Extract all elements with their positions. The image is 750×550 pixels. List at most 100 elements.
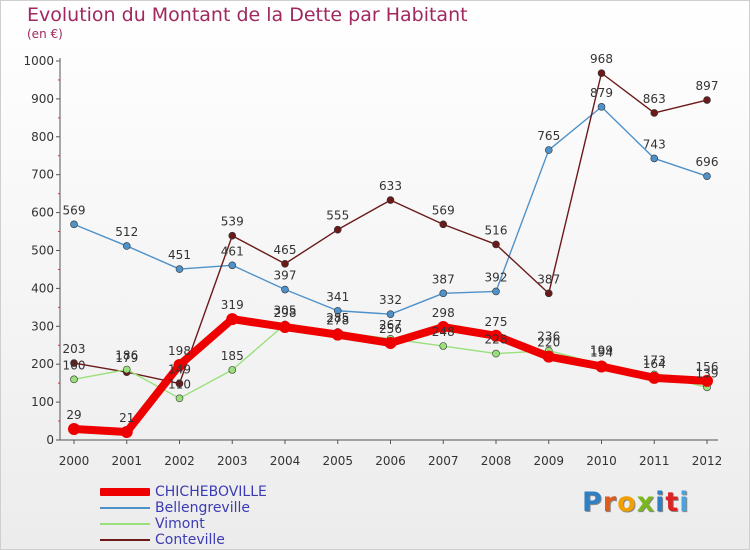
data-point-conteville bbox=[439, 220, 448, 229]
data-label-vimont: 228 bbox=[485, 333, 508, 347]
data-point-conteville bbox=[333, 225, 342, 234]
y-tick-label: 200 bbox=[31, 357, 54, 371]
data-point-chicheboville bbox=[331, 328, 344, 341]
legend-swatch-chicheboville bbox=[100, 488, 150, 496]
y-tick-label: 800 bbox=[31, 130, 54, 144]
x-tick-label: 2010 bbox=[586, 454, 617, 468]
data-point-bellengreville bbox=[597, 103, 606, 111]
chart-subtitle: (en €) bbox=[27, 27, 63, 41]
y-tick-label: 400 bbox=[31, 281, 54, 295]
data-point-conteville bbox=[492, 240, 500, 249]
data-point-vimont bbox=[175, 394, 184, 403]
series-line-bellengreville bbox=[73, 106, 708, 315]
y-tick-label: 1000 bbox=[23, 54, 54, 68]
x-tick-label: 2002 bbox=[164, 454, 195, 468]
data-label-bellengreville: 332 bbox=[379, 293, 402, 307]
data-point-vimont bbox=[439, 342, 448, 350]
data-label-chicheboville: 156 bbox=[696, 360, 719, 374]
x-tick-label: 2011 bbox=[639, 454, 670, 468]
x-tick-label: 2005 bbox=[322, 454, 353, 468]
data-point-bellengreville bbox=[122, 242, 131, 250]
data-point-bellengreville bbox=[70, 220, 78, 229]
legend-swatch-conteville bbox=[100, 539, 150, 541]
data-label-conteville: 387 bbox=[537, 272, 560, 286]
data-label-bellengreville: 879 bbox=[590, 86, 613, 100]
data-label-conteville: 863 bbox=[643, 92, 666, 106]
data-label-bellengreville: 397 bbox=[274, 269, 297, 283]
data-point-bellengreville bbox=[386, 310, 395, 318]
x-tick-label: 2003 bbox=[217, 454, 248, 468]
data-point-conteville bbox=[70, 359, 78, 367]
data-label-vimont: 186 bbox=[115, 349, 138, 363]
data-label-conteville: 569 bbox=[432, 203, 455, 217]
data-label-conteville: 897 bbox=[696, 79, 719, 93]
data-point-bellengreville bbox=[281, 285, 289, 294]
data-point-bellengreville bbox=[544, 146, 553, 154]
data-label-vimont: 248 bbox=[432, 325, 455, 339]
legend-swatch-bellengreville bbox=[100, 507, 150, 509]
data-label-chicheboville: 164 bbox=[643, 357, 666, 371]
data-point-conteville bbox=[281, 259, 289, 268]
data-point-chicheboville bbox=[542, 350, 555, 363]
data-point-conteville bbox=[650, 109, 659, 117]
data-label-bellengreville: 696 bbox=[696, 155, 719, 169]
data-label-chicheboville: 256 bbox=[379, 322, 402, 336]
data-point-vimont bbox=[228, 366, 237, 374]
data-label-chicheboville: 319 bbox=[221, 298, 244, 312]
data-point-chicheboville bbox=[701, 374, 713, 387]
y-tick-label: 0 bbox=[46, 433, 54, 447]
data-point-chicheboville bbox=[68, 423, 80, 436]
x-tick-label: 2000 bbox=[59, 454, 90, 468]
data-label-chicheboville: 194 bbox=[590, 345, 613, 359]
data-point-conteville bbox=[175, 379, 184, 388]
data-point-vimont bbox=[492, 349, 500, 358]
data-label-conteville: 179 bbox=[115, 351, 138, 365]
chart-axes: 0 100 200 300 400 500 600 700 800 900 1000 2000 2001… bbox=[23, 54, 722, 468]
data-label-conteville: 968 bbox=[590, 52, 613, 66]
data-point-chicheboville bbox=[173, 358, 186, 371]
legend-label-conteville: Conteville bbox=[155, 532, 225, 548]
data-label-chicheboville: 198 bbox=[168, 344, 191, 358]
data-label-vimont: 199 bbox=[590, 344, 613, 358]
data-label-vimont: 110 bbox=[168, 377, 191, 391]
data-point-bellengreville bbox=[228, 261, 237, 270]
data-label-conteville: 149 bbox=[168, 363, 191, 377]
data-point-bellengreville bbox=[333, 306, 342, 315]
data-point-conteville bbox=[544, 289, 553, 298]
data-point-bellengreville bbox=[175, 265, 184, 273]
data-point-conteville bbox=[703, 96, 711, 104]
data-label-bellengreville: 461 bbox=[221, 244, 244, 258]
data-point-conteville bbox=[228, 231, 237, 240]
data-label-vimont: 267 bbox=[379, 318, 402, 332]
data-point-chicheboville bbox=[595, 360, 608, 373]
data-label-vimont: 160 bbox=[63, 358, 86, 372]
legend-swatch-vimont bbox=[100, 523, 150, 525]
data-label-vimont: 185 bbox=[221, 349, 244, 363]
y-tick-label: 500 bbox=[31, 244, 54, 258]
data-point-bellengreville bbox=[703, 172, 711, 181]
data-label-conteville: 555 bbox=[326, 209, 349, 223]
data-label-chicheboville: 220 bbox=[537, 336, 560, 350]
proxiti-logo: Proxiti bbox=[582, 487, 690, 518]
data-label-vimont: 173 bbox=[643, 353, 666, 367]
x-tick-label: 2009 bbox=[533, 454, 564, 468]
x-tick-label: 2008 bbox=[481, 454, 512, 468]
data-point-chicheboville bbox=[120, 426, 133, 439]
data-label-vimont: 285 bbox=[326, 311, 349, 325]
data-point-chicheboville bbox=[490, 329, 502, 342]
data-label-conteville: 633 bbox=[379, 179, 402, 193]
data-label-conteville: 539 bbox=[221, 215, 244, 229]
data-label-conteville: 203 bbox=[63, 342, 86, 356]
data-label-bellengreville: 392 bbox=[485, 270, 508, 284]
data-point-bellengreville bbox=[492, 287, 500, 296]
data-label-chicheboville: 21 bbox=[119, 411, 134, 425]
y-tick-label: 700 bbox=[31, 168, 54, 182]
y-tick-label: 100 bbox=[31, 395, 54, 409]
data-point-chicheboville bbox=[648, 371, 661, 384]
data-label-bellengreville: 569 bbox=[63, 203, 86, 217]
data-label-chicheboville: 278 bbox=[326, 314, 349, 328]
data-point-chicheboville bbox=[437, 321, 450, 334]
data-label-bellengreville: 765 bbox=[537, 129, 560, 143]
data-labels-layer: 569 512 451 461 397 341 332 387 392 765 879 743 696 2… bbox=[63, 52, 719, 425]
chart-title: Evolution du Montant de la Dette par Hab… bbox=[27, 4, 468, 26]
